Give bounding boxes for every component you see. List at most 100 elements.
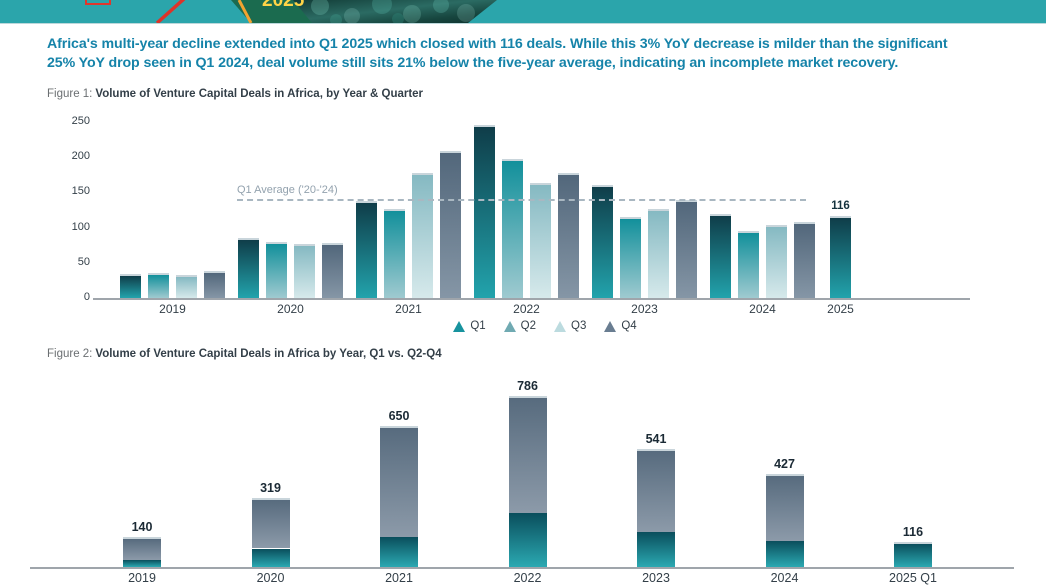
bar-2022-q4	[558, 172, 579, 298]
x-axis-line	[93, 298, 970, 300]
figure1-title: Volume of Venture Capital Deals in Afric…	[95, 88, 424, 100]
logo-fragment	[85, 0, 111, 5]
bar-2020-q4	[322, 243, 343, 298]
x-axis-label-2020: 2020	[277, 302, 304, 316]
figure1-chart: 0 50 100 150 200 250 2019 2020 2021 2022 2023 2024 2…	[0, 110, 1046, 346]
bar-2023-q1	[637, 532, 675, 567]
headline: Africa's multi-year decline extended int…	[47, 35, 948, 73]
y-tick-label: 0	[83, 291, 90, 303]
bar-2024-q1	[710, 213, 731, 298]
figure2-label: Figure 2:	[47, 348, 93, 360]
legend-label-q1: Q1	[470, 320, 486, 332]
bar-2021-q2q4	[380, 425, 418, 537]
bar-2019-q1	[120, 274, 141, 298]
legend-item-q3: Q3	[554, 320, 586, 332]
bar-2022-q1	[474, 124, 495, 298]
bar-2023-q4	[676, 200, 697, 298]
legend-item-q1: Q1	[453, 320, 486, 332]
bar-2022-q3	[530, 182, 551, 298]
total-label-2024: 427	[774, 457, 795, 472]
bar-2019-q4	[204, 271, 225, 298]
y-tick-label: 150	[71, 185, 90, 198]
y-tick-label: 200	[71, 150, 90, 163]
figure1-label: Figure 1:	[47, 88, 93, 100]
legend-marker-q4-icon	[604, 320, 617, 332]
legend-marker-q2-icon	[503, 320, 516, 332]
total-label-2020: 319	[260, 480, 281, 495]
x-axis-label-2021: 2021	[385, 571, 413, 585]
banner-year-text: 2025	[262, 0, 305, 11]
x-axis-line	[30, 567, 1014, 569]
bar-2022-q2	[502, 158, 523, 298]
bar-2021-q2	[384, 209, 405, 298]
header-banner: 2025	[0, 0, 1046, 24]
red-diagonal-line	[155, 0, 186, 23]
bar-2023-q2q4	[637, 449, 675, 533]
orange-diagonal-line	[237, 0, 253, 23]
y-tick-label: 100	[71, 220, 90, 233]
bar-2021-q1	[380, 536, 418, 567]
bar-2025-q1-q1	[894, 541, 932, 567]
legend-label-q4: Q4	[621, 320, 637, 332]
total-label-2019: 140	[131, 519, 153, 534]
bar-2020-q3	[294, 244, 315, 298]
x-axis-label-2022: 2022	[513, 302, 540, 316]
total-label-2023: 541	[645, 432, 667, 447]
bar-2021-q3	[412, 173, 433, 298]
legend-label-q3: Q3	[571, 320, 587, 332]
bar-2022-q2q4	[508, 395, 547, 514]
legend-label-q2: Q2	[520, 320, 536, 332]
total-label-2021: 650	[388, 408, 410, 423]
bar-2020-q1	[238, 238, 259, 298]
bar-2021-q4	[440, 150, 461, 298]
legend-marker-q3-icon	[554, 320, 566, 332]
legend-item-q2: Q2	[503, 320, 536, 332]
bar-2023-q3	[648, 208, 669, 298]
legend-item-q4: Q4	[604, 320, 637, 332]
x-axis-label-2025: 2025	[827, 302, 854, 316]
bar-2020-q2q4	[251, 497, 290, 549]
x-axis-label-2023: 2023	[642, 571, 670, 585]
bar-2019-q1	[123, 559, 161, 567]
bar-2021-q1	[356, 200, 377, 298]
bar-2023-q1	[592, 185, 613, 298]
bar-2019-q3	[176, 274, 197, 298]
x-axis-label-2025-q1: 2025 Q1	[889, 571, 937, 585]
headline-line1: Africa's multi-year decline extended int…	[47, 36, 948, 52]
legend-marker-q1-icon	[453, 320, 466, 332]
bar-2019-q2q4	[123, 536, 161, 560]
total-label-2022: 786	[517, 378, 538, 393]
bar-2025-q1	[830, 216, 851, 298]
x-axis-label-2023: 2023	[631, 302, 658, 316]
bar-2020-q2	[266, 241, 287, 298]
green-panel	[231, 0, 316, 23]
bar-2023-q2	[620, 217, 641, 298]
x-axis-label-2021: 2021	[395, 302, 422, 316]
x-axis-label-2020: 2020	[256, 571, 285, 585]
figure2-title: Volume of Venture Capital Deals in Afric…	[95, 348, 442, 360]
headline-line2: 25% YoY drop seen in Q1 2024, deal volum…	[47, 55, 899, 71]
bar-2024-q2q4	[765, 474, 804, 541]
figure1-caption: Figure 1: Volume of Venture Capital Deals…	[47, 88, 423, 100]
y-tick-label: 50	[77, 255, 90, 268]
q1-average-label: Q1 Average ('20-'24)	[237, 184, 338, 197]
x-axis-label-2024: 2024	[749, 302, 776, 316]
figure2-chart: 140 2019 319 2020 650 2021 786 2022 541 2023 427 20…	[0, 370, 1046, 588]
x-axis-label-2022: 2022	[513, 571, 542, 585]
q1-average-line	[237, 199, 806, 202]
x-axis-label-2019: 2019	[128, 571, 156, 585]
bar-2024-q4	[794, 221, 815, 298]
bar-2019-q2	[148, 273, 169, 298]
bar-2024-q1	[765, 540, 804, 567]
bar-2020-q1	[251, 548, 290, 567]
bar-2022-q1	[508, 513, 547, 567]
figure2-caption: Figure 2: Volume of Venture Capital Deals…	[47, 348, 442, 360]
x-axis-label-2019: 2019	[159, 302, 186, 316]
figure1-legend: Q1 Q2 Q3 Q4	[95, 320, 995, 332]
total-label-2025-q1: 116	[902, 524, 924, 539]
banner-graphic: 2025	[85, 0, 497, 23]
y-tick-label: 250	[71, 115, 90, 127]
data-label-2025-q1: 116	[831, 200, 850, 213]
coins-texture	[311, 0, 475, 23]
